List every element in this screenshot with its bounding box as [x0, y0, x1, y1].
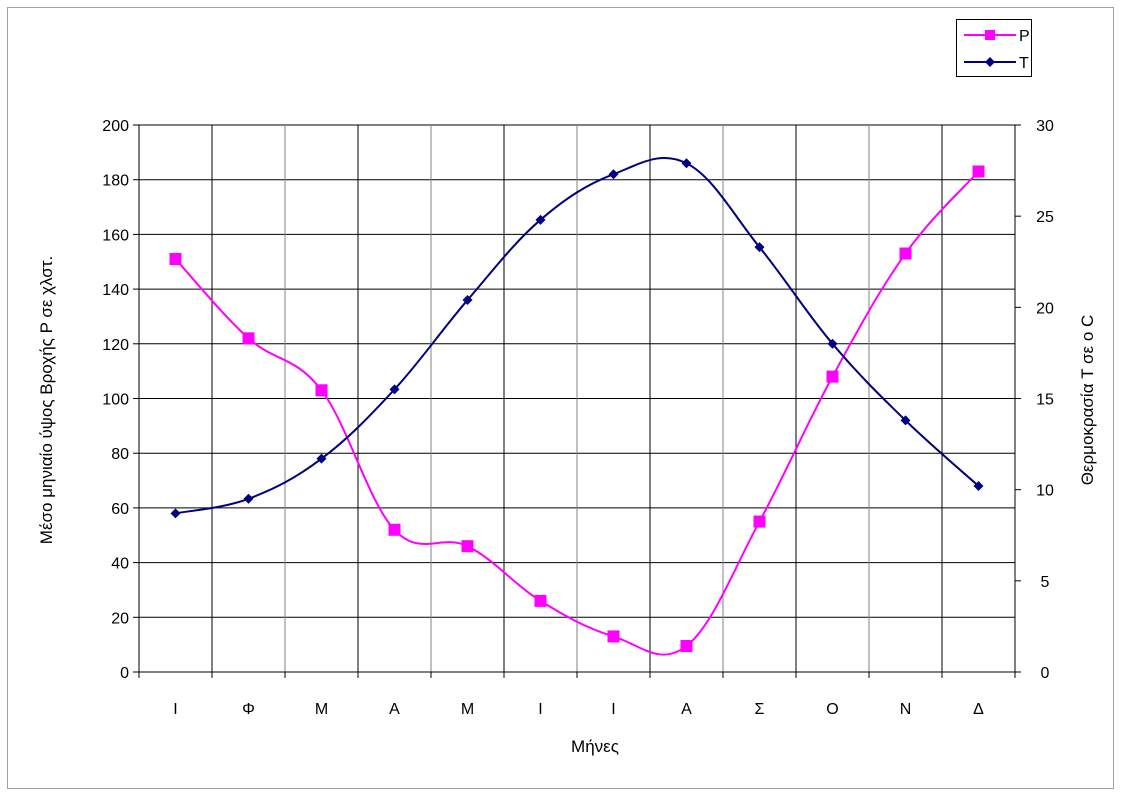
x-tick-label: Ι [173, 701, 177, 718]
x-tick-label: Ο [826, 701, 838, 718]
left-axis-ticks: 0 20 40 60 80 100 120 140 160 180 200 [102, 118, 139, 682]
data-point-t [754, 242, 765, 253]
data-point-t [973, 481, 984, 492]
grid [139, 124, 1016, 672]
data-point-p [169, 253, 182, 266]
data-point-p [388, 523, 401, 536]
right-tick-label: 5 [1041, 574, 1050, 591]
right-axis-title: Θερμοκρασία T σε o C [1078, 315, 1097, 486]
data-point-p [534, 594, 547, 607]
right-tick-label: 10 [1036, 483, 1054, 500]
data-point-t [170, 508, 181, 519]
x-tick-label: Ι [611, 701, 615, 718]
data-point-p [826, 370, 839, 383]
right-axis-ticks: 0 5 10 15 20 25 30 [1015, 118, 1054, 682]
legend-label-p: P [1019, 28, 1030, 45]
data-point-p [242, 332, 255, 345]
data-point-t [316, 453, 327, 464]
data-point-t [462, 295, 473, 306]
right-tick-label: 25 [1036, 209, 1054, 226]
legend-label-t: T [1019, 55, 1029, 72]
legend-marker-t [985, 57, 995, 67]
x-tick-label: Α [681, 701, 692, 718]
data-point-p [972, 165, 985, 178]
left-tick-label: 160 [102, 227, 129, 244]
data-point-p [753, 515, 766, 528]
left-axis-title: Μέσο μηνιαίο ύψος Βροχής P σε χλστ. [37, 256, 56, 544]
data-point-t [389, 384, 400, 395]
left-tick-label: 180 [102, 173, 129, 190]
x-tick-label: Φ [242, 701, 255, 718]
x-tick-label: Δ [973, 701, 984, 718]
data-point-t [243, 493, 254, 504]
left-tick-label: 60 [111, 501, 129, 518]
data-point-t [681, 158, 692, 169]
x-tick-label: Μ [315, 701, 328, 718]
legend: P T [956, 19, 1032, 77]
x-tick-label: Ι [538, 701, 542, 718]
data-point-p [461, 540, 474, 553]
data-point-t [535, 214, 546, 225]
data-point-t [900, 415, 911, 426]
x-tick-label: Μ [461, 701, 474, 718]
data-point-p [899, 247, 912, 260]
right-tick-label: 20 [1036, 300, 1054, 317]
left-tick-label: 140 [102, 282, 129, 299]
x-axis-title: Μήνες [571, 737, 619, 756]
left-tick-label: 100 [102, 392, 129, 409]
left-tick-label: 200 [102, 118, 129, 135]
data-point-p [315, 384, 328, 397]
series [169, 156, 985, 656]
x-tick-label: Α [389, 701, 400, 718]
x-tick-label: Σ [755, 701, 765, 718]
right-tick-label: 30 [1036, 118, 1054, 135]
left-tick-label: 40 [111, 556, 129, 573]
x-tick-label: Ν [900, 701, 912, 718]
right-tick-label: 0 [1041, 665, 1050, 682]
left-tick-label: 120 [102, 337, 129, 354]
left-tick-label: 0 [120, 665, 129, 682]
right-tick-label: 15 [1036, 392, 1054, 409]
data-point-t [608, 169, 619, 180]
data-point-t [827, 338, 838, 349]
legend-box [956, 19, 1032, 77]
left-tick-label: 20 [111, 610, 129, 627]
data-point-p [680, 640, 693, 653]
legend-marker-p [985, 30, 995, 40]
left-tick-label: 80 [111, 446, 129, 463]
data-point-p [607, 630, 620, 643]
